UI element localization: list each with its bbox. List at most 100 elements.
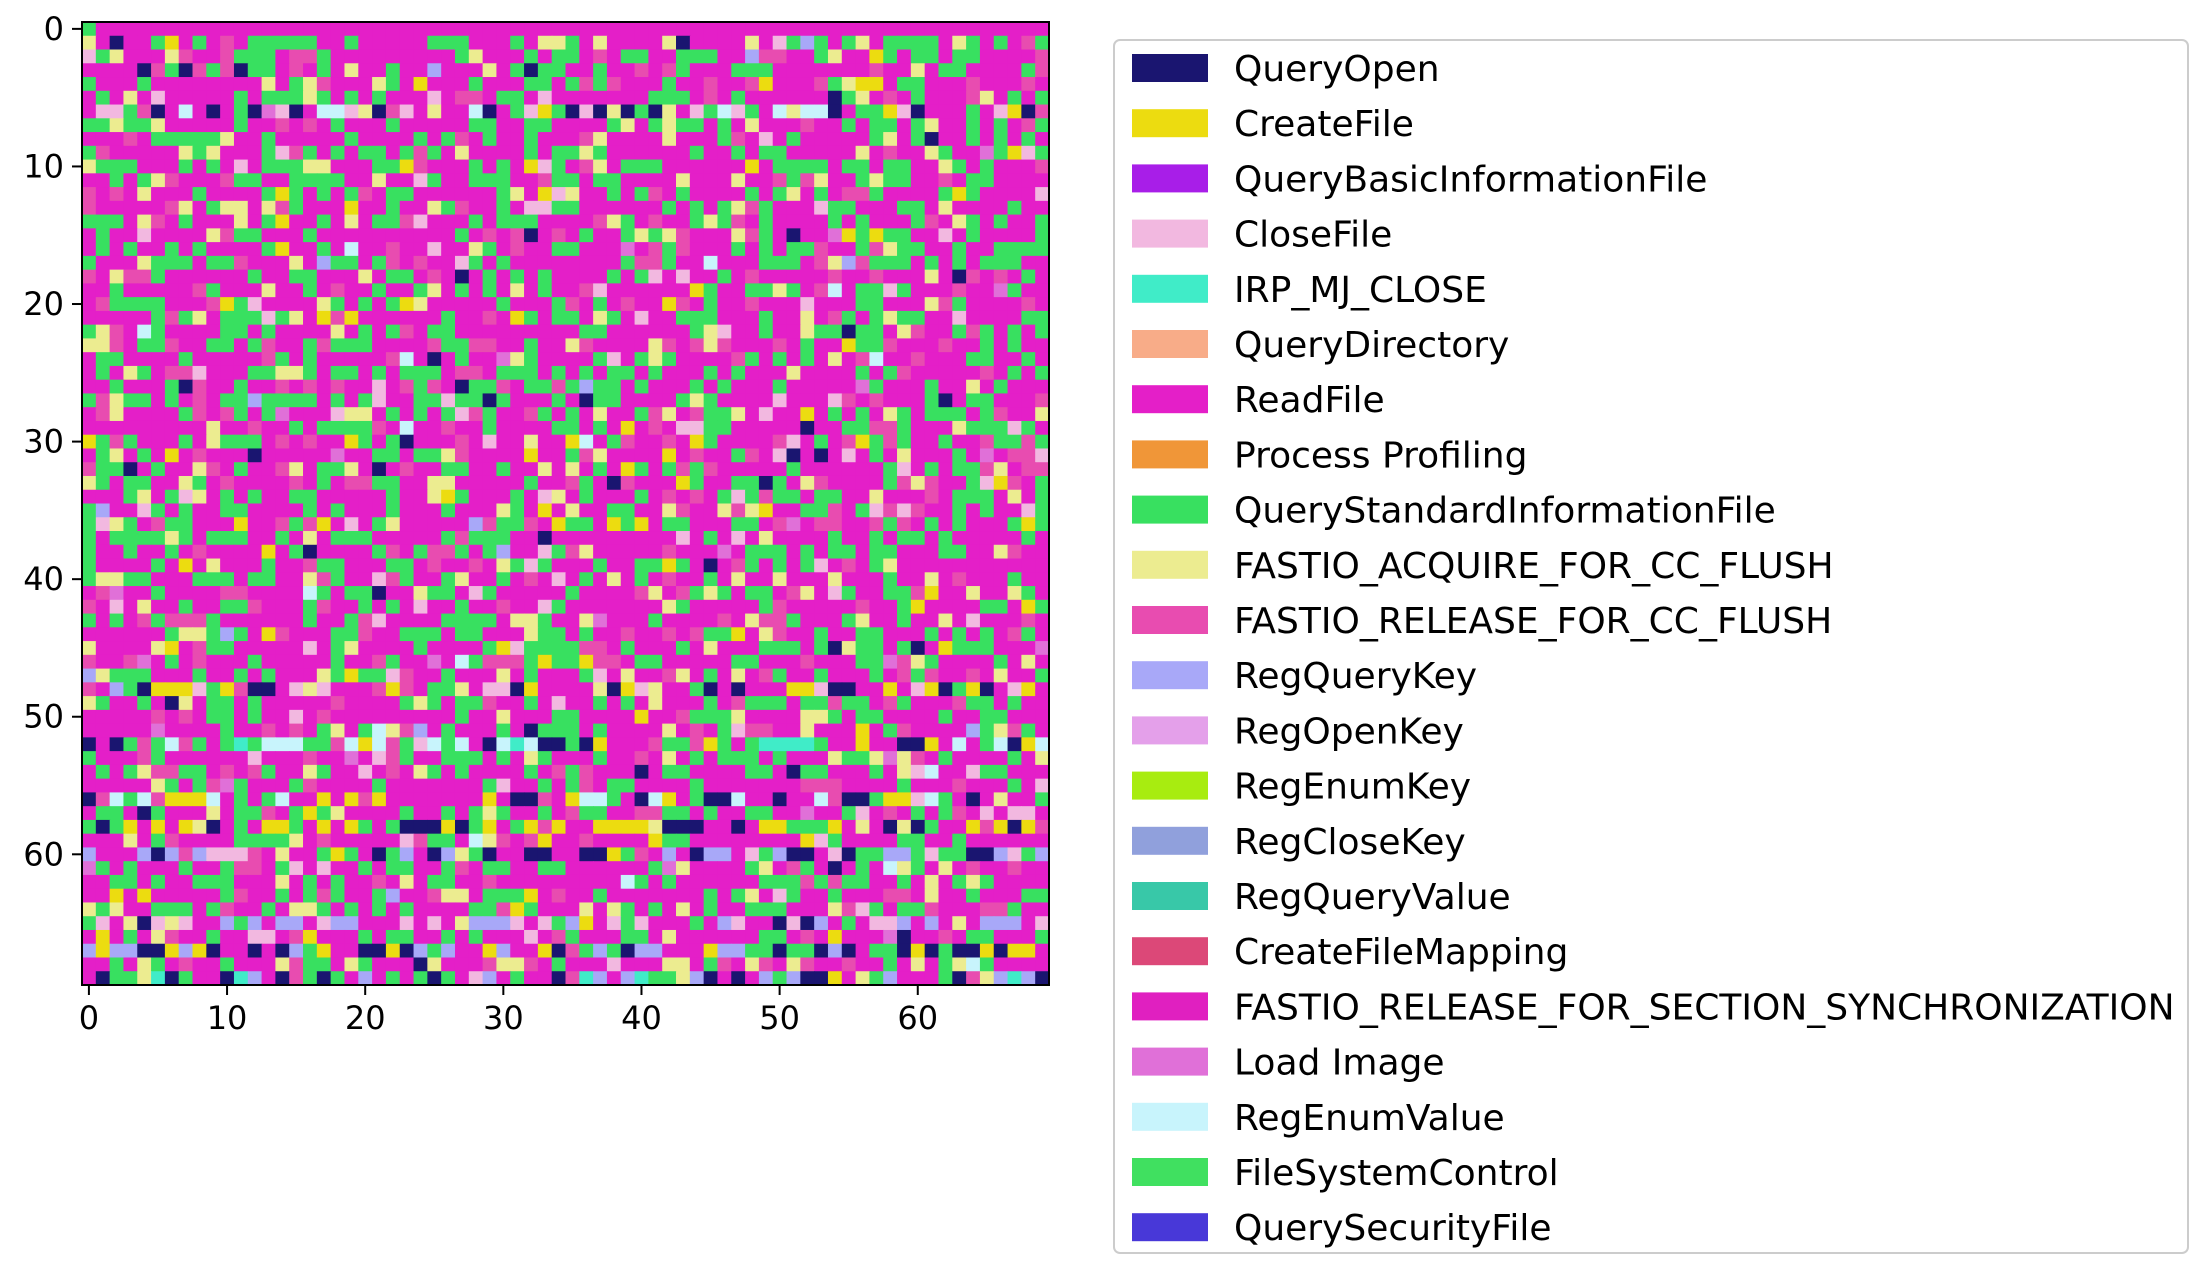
heatmap-cell [593, 819, 608, 835]
heatmap-cell [82, 792, 97, 807]
heatmap-cell [869, 544, 884, 560]
heatmap-cell [427, 558, 442, 573]
heatmap-cell [358, 22, 373, 37]
heatmap-cell [482, 448, 498, 463]
heatmap-cell [606, 434, 622, 450]
heatmap-cell [178, 572, 194, 587]
heatmap-cell [827, 874, 843, 890]
heatmap-cell [1007, 35, 1022, 51]
heatmap-cell [758, 462, 774, 477]
heatmap-cell [731, 544, 746, 560]
heatmap-cell [565, 475, 580, 491]
heatmap-cell [676, 929, 691, 945]
heatmap-cell [841, 544, 857, 560]
heatmap-cell [855, 324, 871, 340]
heatmap-cell [662, 929, 677, 945]
heatmap-cell [151, 159, 166, 174]
heatmap-cell [385, 104, 401, 119]
heatmap-cell [427, 393, 442, 408]
heatmap-cell [620, 255, 636, 271]
heatmap-cell [275, 393, 290, 408]
heatmap-cell [95, 228, 111, 243]
heatmap-cell [1035, 228, 1050, 243]
heatmap-cell [772, 462, 788, 477]
heatmap-cell [772, 929, 788, 945]
heatmap-cell [289, 531, 304, 546]
heatmap-cell [938, 861, 953, 876]
heatmap-cell [979, 737, 995, 752]
heatmap-cell [413, 709, 428, 725]
heatmap-cell [399, 35, 415, 51]
heatmap-cell [468, 448, 484, 463]
heatmap-cell [178, 668, 194, 683]
heatmap-cell [800, 269, 815, 284]
heatmap-cell [772, 517, 788, 532]
heatmap-cell [468, 462, 484, 477]
heatmap-cell [897, 544, 912, 560]
heatmap-cell [620, 324, 636, 340]
heatmap-cell [399, 77, 415, 92]
heatmap-cell [316, 902, 332, 917]
heatmap-cell [634, 90, 649, 106]
heatmap-cell [827, 503, 843, 518]
heatmap-cell [993, 517, 1009, 532]
heatmap-cell [924, 641, 940, 656]
heatmap-cell [358, 531, 373, 546]
heatmap-cell [897, 558, 912, 573]
heatmap-cell [178, 283, 194, 298]
heatmap-cell [482, 544, 498, 560]
heatmap-cell [275, 888, 290, 904]
heatmap-cell [703, 338, 719, 353]
heatmap-cell [1035, 613, 1050, 628]
heatmap-cell [123, 173, 138, 188]
heatmap-cell [233, 668, 249, 683]
heatmap-cell [220, 874, 235, 890]
heatmap-cell [82, 737, 97, 752]
heatmap-cell [979, 861, 995, 876]
heatmap-cell [220, 379, 235, 395]
heatmap-cell [1021, 448, 1036, 463]
heatmap-cell [897, 159, 912, 174]
heatmap-cell [565, 338, 580, 353]
heatmap-cell [399, 420, 415, 436]
heatmap-cell [151, 489, 166, 505]
heatmap-cell [869, 475, 884, 491]
heatmap-cell [1021, 943, 1036, 959]
heatmap-cell [330, 572, 346, 587]
heatmap-cell [233, 242, 249, 257]
heatmap-cell [289, 709, 304, 725]
heatmap-cell [358, 77, 373, 92]
heatmap-cell [178, 806, 194, 821]
heatmap-cell [344, 558, 359, 573]
heatmap-cell [316, 531, 332, 546]
heatmap-cell [192, 654, 207, 670]
heatmap-cell [385, 517, 401, 532]
heatmap-cell [468, 503, 484, 518]
heatmap-cell [330, 929, 346, 945]
heatmap-cell [261, 517, 276, 532]
heatmap-cell [814, 847, 829, 862]
heatmap-cell [689, 668, 705, 683]
heatmap-cell [1035, 971, 1050, 986]
heatmap-cell [178, 352, 194, 367]
heatmap-cell [993, 434, 1009, 450]
heatmap-cell [579, 764, 594, 780]
heatmap-cell [109, 269, 125, 284]
heatmap-cell [841, 971, 857, 986]
heatmap-cell [758, 200, 774, 216]
heatmap-cell [109, 847, 125, 862]
heatmap-cell [717, 475, 732, 491]
heatmap-cell [855, 971, 871, 986]
heatmap-cell [427, 104, 442, 119]
heatmap-cell [606, 902, 622, 917]
heatmap-cell [151, 242, 166, 257]
heatmap-cell [82, 723, 97, 738]
heatmap-cell [565, 544, 580, 560]
heatmap-cell [109, 572, 125, 587]
heatmap-cell [758, 187, 774, 202]
heatmap-cell [441, 407, 456, 422]
heatmap-cell [938, 49, 953, 64]
heatmap-cell [247, 352, 263, 367]
heatmap-cell [206, 586, 221, 601]
heatmap-cell [883, 90, 898, 106]
